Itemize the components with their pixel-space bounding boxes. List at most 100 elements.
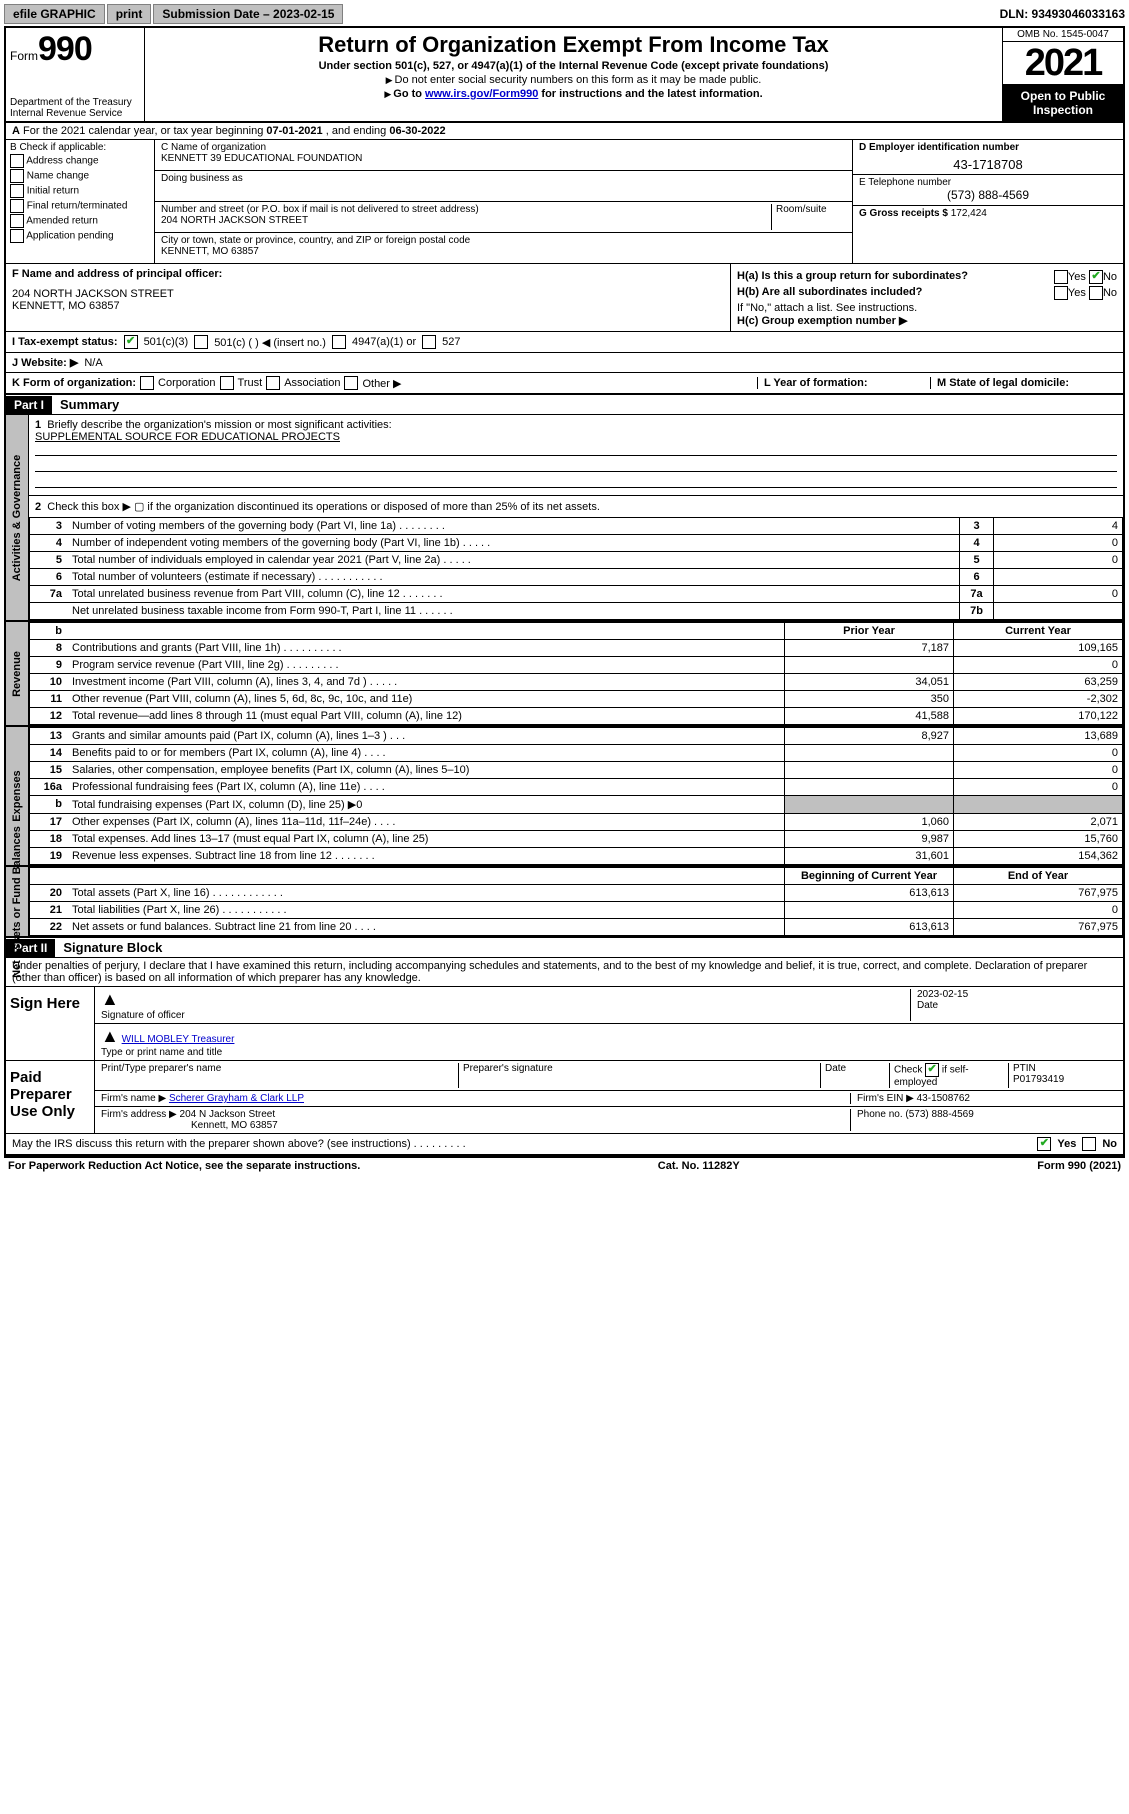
cb-final-return[interactable] — [10, 199, 24, 213]
row-j: J Website: ▶ N/A — [6, 353, 1123, 373]
print-btn[interactable]: print — [107, 4, 152, 24]
tax-year: 2021 — [1003, 42, 1123, 85]
efile-btn[interactable]: efile GRAPHIC — [4, 4, 105, 24]
cb-other[interactable] — [344, 376, 358, 390]
current-year-value: -2,302 — [954, 691, 1123, 708]
table-row: 22Net assets or fund balances. Subtract … — [30, 919, 1123, 936]
year-begin: 07-01-2021 — [266, 125, 322, 137]
current-year-value: 13,689 — [954, 728, 1123, 745]
line-num: b — [30, 796, 69, 814]
cb-discuss-yes[interactable] — [1037, 1137, 1051, 1151]
discuss-yes: Yes — [1057, 1138, 1076, 1150]
cb-initial-return[interactable] — [10, 184, 24, 198]
gross-receipts: 172,424 — [951, 208, 987, 219]
cb-address-change[interactable] — [10, 154, 24, 168]
cb-501c[interactable] — [194, 335, 208, 349]
ein: 43-1718708 — [859, 157, 1117, 172]
prior-year-value: 1,060 — [785, 814, 954, 831]
prior-year-value: 9,987 — [785, 831, 954, 848]
cb-501c3[interactable] — [124, 335, 138, 349]
col-b: B Check if applicable: Address change Na… — [6, 140, 155, 263]
line-ref: 3 — [960, 518, 994, 535]
l1-text: Briefly describe the organization's miss… — [47, 419, 391, 431]
line-num: 11 — [30, 691, 69, 708]
firm-name[interactable]: Scherer Grayham & Clark LLP — [169, 1093, 304, 1104]
cb-hb-no[interactable] — [1089, 286, 1103, 300]
line-text: Total expenses. Add lines 13–17 (must eq… — [68, 831, 785, 848]
table-row: 19Revenue less expenses. Subtract line 1… — [30, 848, 1123, 865]
part1-label: Part I — [6, 396, 52, 414]
form-number: 990 — [38, 30, 92, 68]
table-row: 21Total liabilities (Part X, line 26) . … — [30, 902, 1123, 919]
table-row: 7aTotal unrelated business revenue from … — [30, 586, 1123, 603]
line-text: Number of voting members of the governin… — [68, 518, 960, 535]
firm-phone: (573) 888-4569 — [905, 1109, 973, 1120]
officer-addr2: KENNETT, MO 63857 — [12, 300, 724, 312]
hc-label: H(c) Group exemption number ▶ — [737, 315, 907, 327]
cb-amended-return[interactable] — [10, 214, 24, 228]
current-year-value: 0 — [954, 657, 1123, 674]
row-a-label: A — [12, 125, 20, 137]
line-text: Grants and similar amounts paid (Part IX… — [68, 728, 785, 745]
cb-corp[interactable] — [140, 376, 154, 390]
cb-app-pending[interactable] — [10, 229, 24, 243]
website: N/A — [84, 357, 102, 369]
prior-year-value: 7,187 — [785, 640, 954, 657]
table-row: 8Contributions and grants (Part VIII, li… — [30, 640, 1123, 657]
opt-final-return: Final return/terminated — [27, 201, 128, 212]
cb-name-change[interactable] — [10, 169, 24, 183]
table-row: 4Number of independent voting members of… — [30, 535, 1123, 552]
cb-ha-no[interactable] — [1089, 270, 1103, 284]
cb-discuss-no[interactable] — [1082, 1137, 1096, 1151]
form-container: Form990 Department of the Treasury Inter… — [4, 26, 1125, 1158]
opt-501c: 501(c) ( ) ◀ (insert no.) — [214, 336, 326, 349]
line-value: 4 — [994, 518, 1123, 535]
sign-here-block: Sign Here ▲Signature of officer 2023-02-… — [6, 987, 1123, 1061]
begin-year-hdr: Beginning of Current Year — [785, 868, 954, 885]
current-year-value: 0 — [954, 902, 1123, 919]
table-row: 20Total assets (Part X, line 16) . . . .… — [30, 885, 1123, 902]
rev-hdr-b: b — [30, 623, 69, 640]
officer-name[interactable]: WILL MOBLEY Treasurer — [122, 1034, 235, 1045]
current-year-value: 109,165 — [954, 640, 1123, 657]
cb-4947[interactable] — [332, 335, 346, 349]
city-label: City or town, state or province, country… — [161, 235, 846, 246]
discuss-no: No — [1102, 1138, 1117, 1150]
table-row: 6Total number of volunteers (estimate if… — [30, 569, 1123, 586]
line-num: 18 — [30, 831, 69, 848]
firm-ein-label: Firm's EIN ▶ — [857, 1093, 914, 1104]
firm-addr-label: Firm's address ▶ — [101, 1109, 177, 1120]
line-text: Revenue less expenses. Subtract line 18 … — [68, 848, 785, 865]
prior-year-value: 8,927 — [785, 728, 954, 745]
line-num: 16a — [30, 779, 69, 796]
line-num: 8 — [30, 640, 69, 657]
line-num: 6 — [30, 569, 69, 586]
prior-year-value — [785, 779, 954, 796]
cb-trust[interactable] — [220, 376, 234, 390]
row-a-pre: For the 2021 calendar year, or tax year … — [23, 125, 266, 137]
b-label: B Check if applicable: — [10, 142, 150, 153]
line-num: 7a — [30, 586, 69, 603]
part2-header: Part II Signature Block — [6, 938, 1123, 958]
line-num: 21 — [30, 902, 69, 919]
netassets-table: Beginning of Current Year End of Year 20… — [29, 867, 1123, 936]
line-text: Net unrelated business taxable income fr… — [68, 603, 960, 620]
opt-501c3: 501(c)(3) — [144, 336, 189, 348]
paid-preparer-label: Paid Preparer Use Only — [6, 1061, 95, 1133]
line-text: Investment income (Part VIII, column (A)… — [68, 674, 785, 691]
line-text: Other expenses (Part IX, column (A), lin… — [68, 814, 785, 831]
line-text: Total assets (Part X, line 16) . . . . .… — [68, 885, 785, 902]
current-year-value: 0 — [954, 762, 1123, 779]
line-value — [994, 603, 1123, 620]
cb-hb-yes[interactable] — [1054, 286, 1068, 300]
cb-527[interactable] — [422, 335, 436, 349]
irs-link[interactable]: www.irs.gov/Form990 — [425, 88, 538, 100]
cb-self-employed[interactable] — [925, 1063, 939, 1077]
row-klm: K Form of organization: Corporation Trus… — [6, 373, 1123, 395]
cb-assoc[interactable] — [266, 376, 280, 390]
sig-date-label: Date — [917, 1000, 938, 1011]
cb-ha-yes[interactable] — [1054, 270, 1068, 284]
current-year-value: 767,975 — [954, 885, 1123, 902]
line-text: Total number of volunteers (estimate if … — [68, 569, 960, 586]
revenue-table: b Prior Year Current Year 8Contributions… — [29, 622, 1123, 725]
